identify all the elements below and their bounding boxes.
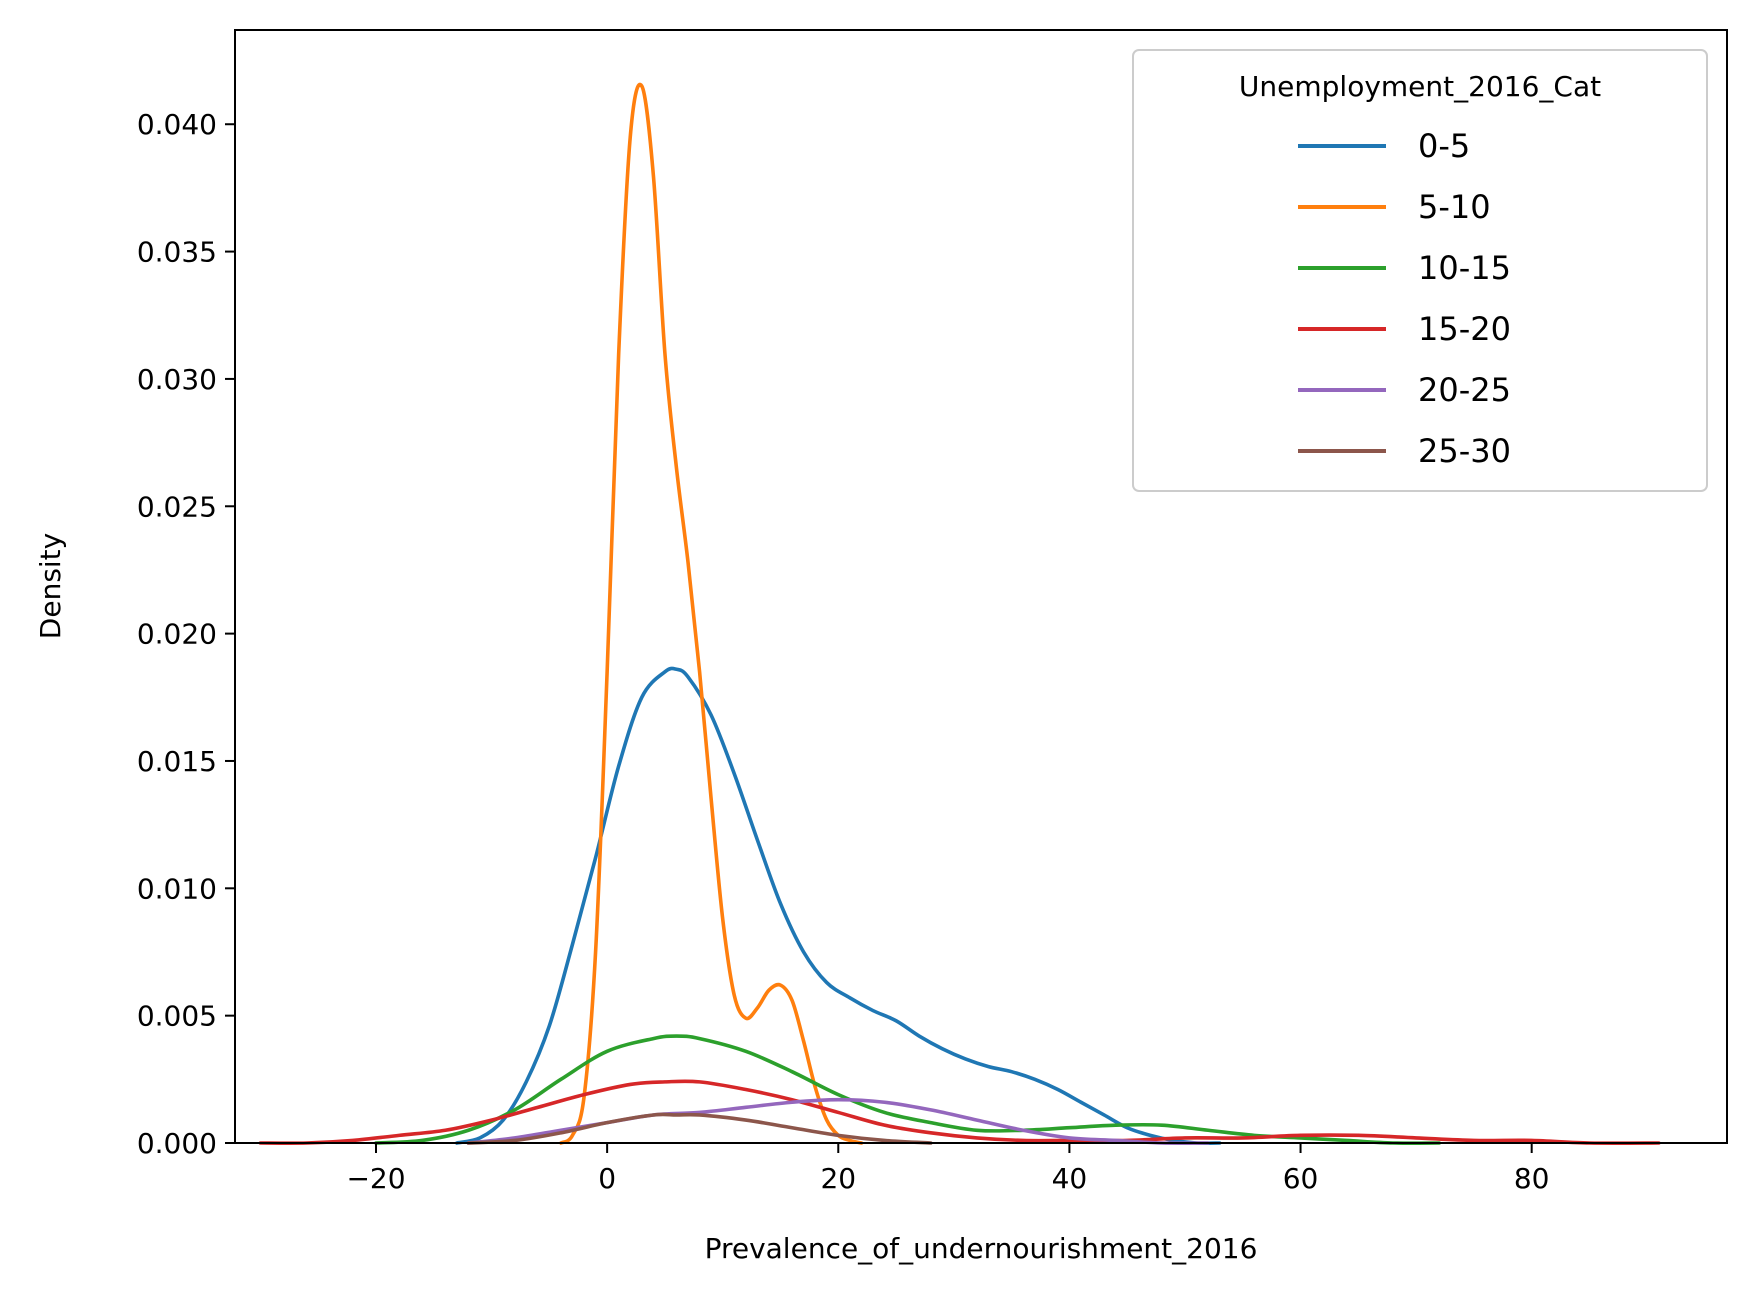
legend-label-20-25: 20-25	[1418, 371, 1511, 409]
y-axis-label: Density	[34, 533, 67, 639]
x-tick-label: 0	[598, 1162, 616, 1195]
y-tick-label: 0.015	[137, 745, 217, 778]
y-axis: 0.000 0.005 0.010 0.015 0.020 0.025 0.030 0.035…	[137, 108, 235, 1160]
series-line-15-20	[258, 1079, 1661, 1145]
legend-label-10-15: 10-15	[1418, 249, 1511, 287]
y-tick-label: 0.035	[137, 236, 217, 269]
x-tick-label: 60	[1283, 1162, 1319, 1195]
y-tick-label: 0.005	[137, 1000, 217, 1033]
y-tick-label: 0.040	[137, 108, 217, 141]
y-tick-label: 0.020	[137, 618, 217, 651]
series-layer	[258, 82, 1661, 1145]
x-axis-label: Prevalence_of_undernourishment_2016	[705, 1232, 1258, 1265]
series-line-5-10	[559, 82, 864, 1145]
y-tick-label: 0.025	[137, 490, 217, 523]
legend-title: Unemployment_2016_Cat	[1239, 70, 1601, 103]
series-line-10-15	[374, 1034, 1442, 1145]
x-axis: −20 0 20 40 60 80	[346, 1143, 1550, 1195]
plot-frame	[234, 29, 1728, 1144]
series-line-0-5	[455, 666, 1222, 1145]
x-tick-label: 20	[820, 1162, 856, 1195]
legend-label-15-20: 15-20	[1418, 310, 1511, 348]
x-tick-label: 40	[1052, 1162, 1088, 1195]
legend-label-5-10: 5-10	[1418, 188, 1491, 226]
legend-label-25-30: 25-30	[1418, 432, 1511, 470]
series-line-25-30	[466, 1112, 933, 1145]
legend-box	[1132, 49, 1708, 492]
x-tick-label: 80	[1514, 1162, 1550, 1195]
legend-label-0-5: 0-5	[1418, 127, 1470, 165]
x-tick-label: −20	[346, 1162, 405, 1195]
y-tick-label: 0.000	[137, 1127, 217, 1160]
y-tick-label: 0.030	[137, 363, 217, 396]
legend: Unemployment_2016_Cat 0-5 5-10 10-15 15-20 2…	[1132, 49, 1708, 492]
y-tick-label: 0.010	[137, 872, 217, 905]
